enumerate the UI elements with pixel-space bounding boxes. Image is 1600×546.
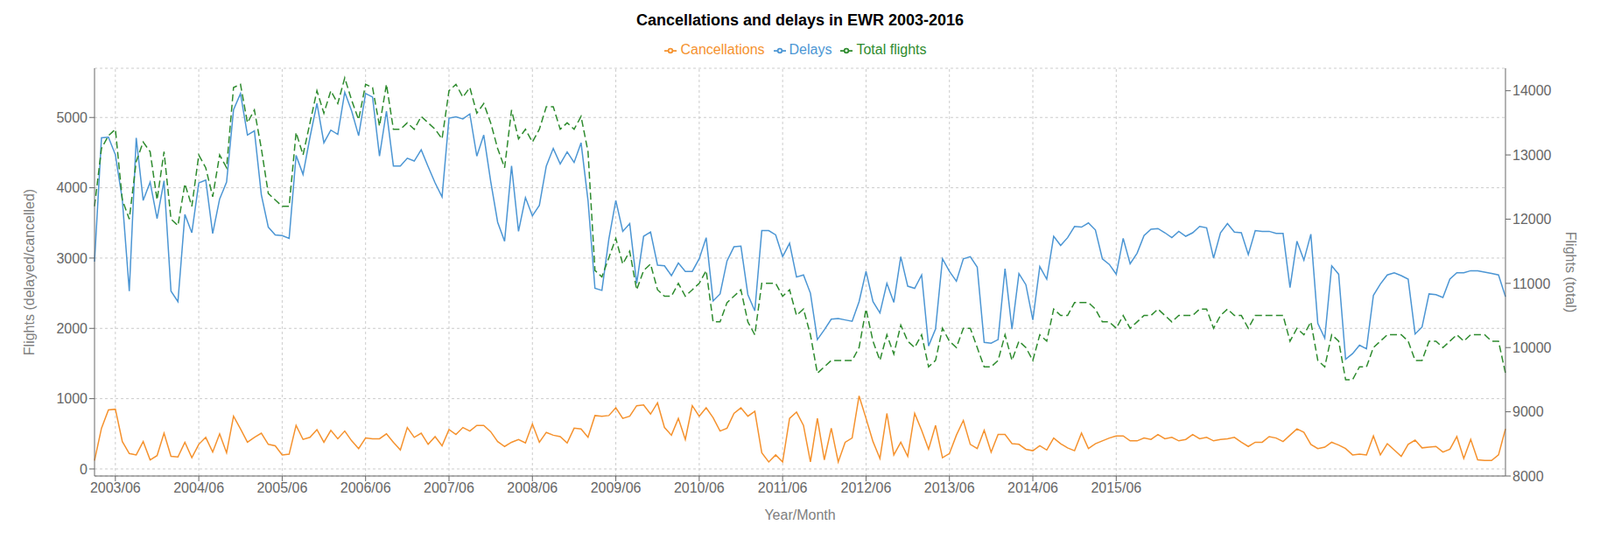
svg-text:2014/06: 2014/06	[1007, 480, 1059, 496]
svg-text:12000: 12000	[1512, 211, 1552, 227]
svg-text:11000: 11000	[1512, 276, 1551, 292]
svg-text:1000: 1000	[56, 391, 88, 407]
svg-text:0: 0	[79, 462, 88, 478]
svg-text:Year/Month: Year/Month	[764, 507, 836, 523]
svg-text:Flights (delayed/cancelled): Flights (delayed/cancelled)	[21, 189, 37, 356]
svg-text:2015/06: 2015/06	[1090, 480, 1142, 496]
svg-text:2012/06: 2012/06	[841, 480, 892, 496]
svg-text:3000: 3000	[56, 251, 88, 267]
svg-text:2013/06: 2013/06	[924, 480, 976, 496]
svg-text:13000: 13000	[1512, 147, 1552, 163]
svg-text:8000: 8000	[1512, 469, 1544, 485]
html-text:Delays: Delays	[789, 42, 832, 57]
svg-text:5000: 5000	[56, 110, 88, 126]
svg-text:2009/06: 2009/06	[590, 480, 642, 496]
svg-text:9000: 9000	[1512, 404, 1544, 420]
html-text:Cancellations: Cancellations	[680, 42, 765, 57]
svg-text:2007/06: 2007/06	[423, 480, 475, 496]
html-text:Cancellations and delays in EW: Cancellations and delays in EWR 2003-201…	[636, 11, 964, 29]
svg-text:2005/06: 2005/06	[256, 480, 308, 496]
svg-text:2000: 2000	[56, 321, 88, 337]
svg-text:2004/06: 2004/06	[173, 480, 225, 496]
html-text:Total flights: Total flights	[856, 42, 927, 57]
svg-text:Flights (total): Flights (total)	[1563, 231, 1579, 313]
svg-text:14000: 14000	[1512, 83, 1552, 99]
svg-text:4000: 4000	[56, 180, 88, 196]
svg-text:2010/06: 2010/06	[673, 480, 725, 496]
svg-text:2011/06: 2011/06	[757, 480, 808, 496]
svg-text:2006/06: 2006/06	[340, 480, 392, 496]
svg-text:2008/06: 2008/06	[506, 480, 558, 496]
svg-text:10000: 10000	[1512, 340, 1552, 356]
svg-text:2003/06: 2003/06	[90, 480, 141, 496]
